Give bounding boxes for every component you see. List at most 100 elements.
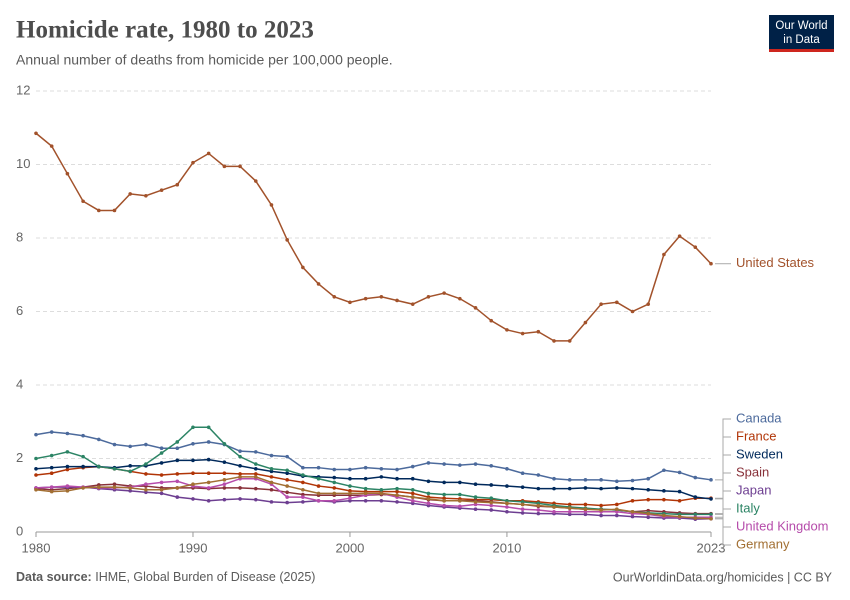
data-point [567, 506, 572, 510]
data-point [112, 485, 117, 489]
data-point [536, 329, 541, 334]
logo[interactable]: Our World in Data [769, 15, 834, 52]
data-point [285, 495, 289, 499]
data-point [583, 512, 588, 517]
data-point [473, 500, 478, 504]
data-point [442, 492, 446, 497]
data-point [222, 471, 227, 476]
data-point [363, 491, 368, 496]
data-point [379, 295, 384, 299]
data-point [646, 476, 651, 481]
data-point [505, 484, 509, 488]
data-point [630, 514, 635, 519]
data-point [81, 199, 85, 204]
data-point [269, 469, 274, 474]
y-tick-label: 10 [16, 156, 30, 171]
data-point [112, 466, 117, 471]
data-point [395, 489, 399, 494]
series-line [35, 477, 711, 519]
data-point [505, 509, 509, 514]
data-point [316, 282, 321, 286]
data-point [646, 511, 651, 516]
data-point [159, 480, 164, 485]
data-point [693, 512, 698, 517]
data-point [567, 509, 572, 514]
data-point [206, 425, 211, 430]
data-point [128, 464, 132, 468]
data-point [583, 502, 588, 507]
y-tick-label: 8 [16, 229, 23, 244]
data-point [159, 451, 164, 455]
data-point [65, 464, 70, 469]
data-point [269, 453, 274, 458]
data-point [81, 486, 85, 490]
data-point [348, 467, 352, 472]
data-point [159, 487, 164, 492]
data-point [442, 480, 446, 485]
data-point [630, 486, 635, 491]
data-point [253, 466, 258, 471]
data-point [505, 501, 509, 506]
data-point [520, 331, 525, 336]
data-point [489, 508, 494, 512]
data-point [458, 480, 462, 485]
data-point [49, 489, 54, 494]
data-point [65, 431, 70, 436]
data-point [285, 500, 289, 505]
data-point [159, 188, 164, 193]
data-point [128, 444, 132, 449]
data-point [505, 505, 509, 509]
data-point [677, 514, 682, 519]
data-point [269, 466, 274, 471]
data-point [65, 467, 70, 472]
data-point [458, 463, 462, 467]
data-point [458, 296, 462, 301]
data-point [128, 192, 132, 196]
data-point [253, 462, 258, 466]
y-tick-label: 4 [16, 376, 23, 391]
label-leader [715, 508, 731, 515]
data-point [363, 476, 368, 481]
data-point [395, 467, 399, 472]
data-point [206, 480, 211, 485]
data-point [583, 478, 588, 482]
data-point [49, 485, 54, 489]
legend-label: Sweden [736, 446, 783, 461]
data-point [662, 513, 666, 518]
legend-label: France [736, 428, 776, 443]
data-point [128, 469, 132, 474]
data-point [363, 486, 368, 491]
data-point [520, 485, 525, 489]
data-point [662, 468, 666, 473]
data-point [316, 491, 321, 496]
data-point [410, 495, 415, 499]
data-point [567, 486, 572, 491]
data-point [332, 480, 337, 485]
data-point [536, 503, 541, 508]
data-point [583, 320, 588, 325]
data-point [175, 472, 180, 476]
data-point [348, 498, 352, 503]
data-point [175, 495, 180, 499]
data-point [567, 339, 572, 343]
data-point [316, 498, 321, 503]
data-point [175, 486, 180, 490]
data-point [505, 466, 509, 471]
data-point [159, 473, 164, 477]
source-link[interactable]: OurWorldinData.org/homicides | CC BY [613, 570, 833, 584]
data-point [301, 495, 305, 499]
data-point [473, 482, 478, 487]
data-point [34, 466, 38, 471]
data-point [253, 497, 258, 502]
data-point [144, 462, 148, 466]
data-point [285, 490, 289, 495]
data-point [646, 302, 651, 306]
data-point [301, 265, 305, 270]
data-point [238, 449, 242, 453]
series-line [35, 426, 711, 516]
data-point [34, 473, 38, 477]
y-tick-label: 6 [16, 303, 23, 318]
data-point [442, 462, 446, 466]
data-point [473, 507, 478, 512]
data-point [301, 492, 305, 497]
